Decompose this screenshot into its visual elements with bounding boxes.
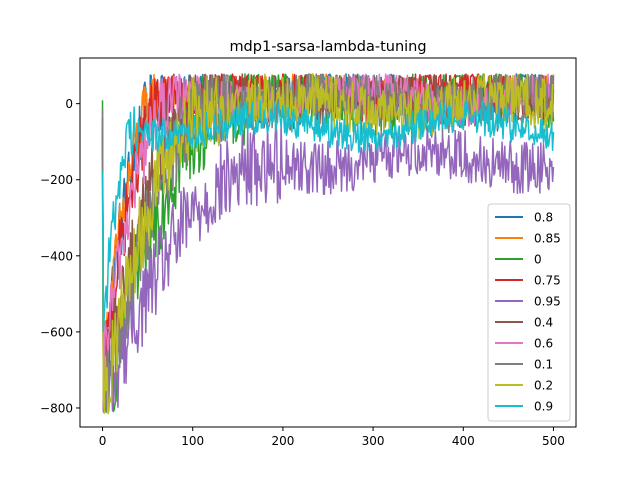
legend-label: 0.4 — [534, 316, 553, 330]
legend-label: 0 — [534, 253, 542, 267]
plot-area — [101, 73, 555, 415]
legend-label: 0.6 — [534, 337, 553, 351]
y-tick-label: 0 — [65, 97, 73, 111]
legend-label: 0.2 — [534, 379, 553, 393]
y-tick-label: −200 — [40, 173, 73, 187]
x-tick-label: 300 — [362, 434, 385, 448]
x-tick-label: 0 — [99, 434, 107, 448]
x-tick-label: 200 — [271, 434, 294, 448]
legend-label: 0.85 — [534, 232, 561, 246]
series-line-0.2 — [101, 73, 555, 415]
x-tick-label: 500 — [542, 434, 565, 448]
y-tick-label: −800 — [40, 401, 73, 415]
y-tick-label: −600 — [40, 325, 73, 339]
series-line-0.9 — [101, 99, 555, 333]
x-tick-label: 100 — [181, 434, 204, 448]
series-line-0.95 — [101, 119, 555, 413]
y-tick-label: −400 — [40, 249, 73, 263]
legend-label: 0.1 — [534, 358, 553, 372]
legend-label: 0.8 — [534, 211, 553, 225]
legend: 0.8 0.85 0 0.75 0.95 0.4 0.6 0.1 0.2 0.9 — [487, 203, 571, 422]
y-axis: 0 −200 −400 −600 −800 — [40, 97, 80, 415]
x-tick-label: 400 — [452, 434, 475, 448]
plot-frame — [79, 57, 577, 428]
chart-title: mdp1-sarsa-lambda-tuning — [229, 39, 426, 55]
legend-label: 0.9 — [534, 400, 553, 414]
legend-label: 0.95 — [534, 295, 561, 309]
x-axis: 0 100 200 300 400 500 — [99, 427, 565, 448]
legend-label: 0.75 — [534, 274, 561, 288]
